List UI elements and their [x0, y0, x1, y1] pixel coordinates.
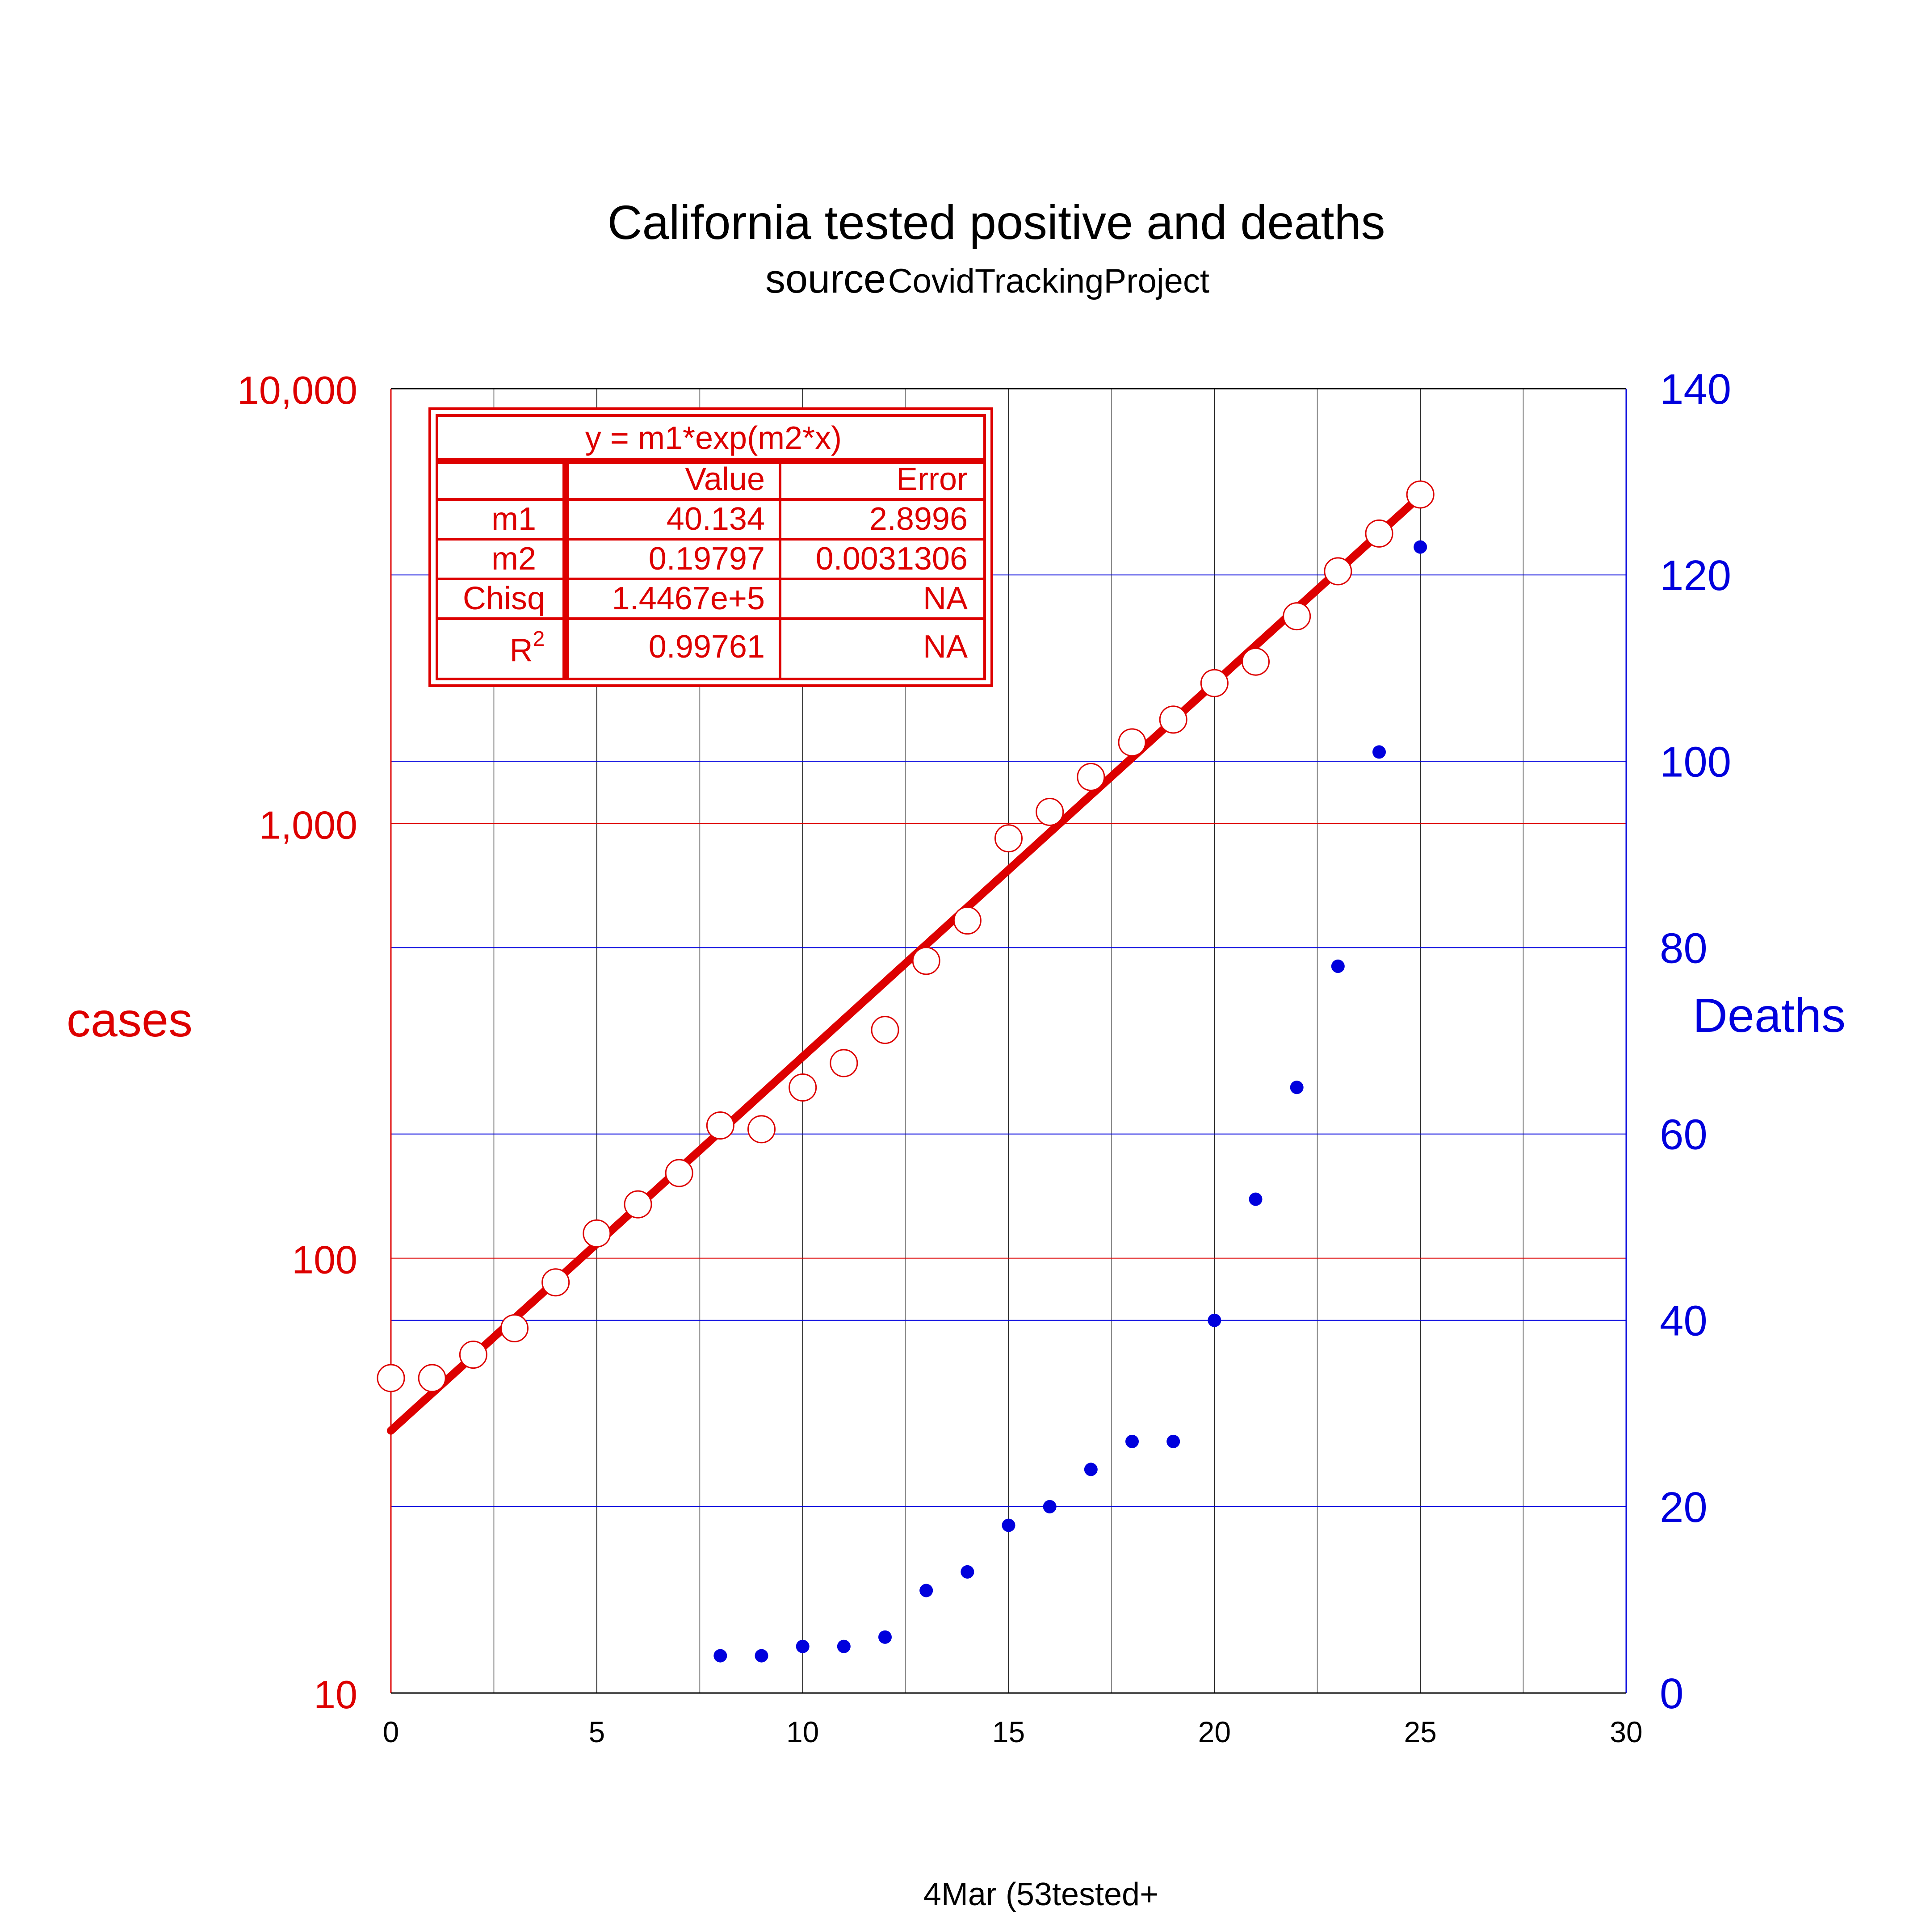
x-tick-label: 15: [992, 1715, 1025, 1748]
deaths-point: [796, 1639, 810, 1653]
cases-point: [1283, 602, 1311, 631]
cases-point: [789, 1073, 817, 1102]
cases-point: [459, 1341, 487, 1369]
x-tick-label: 25: [1404, 1715, 1436, 1748]
fit-row-m2-error: 0.0031306: [816, 541, 968, 577]
cases-series: [377, 480, 1435, 1392]
y-right-tick-label: 120: [1660, 552, 1731, 599]
y-right-tick-label: 140: [1660, 365, 1731, 413]
cases-point: [747, 1115, 776, 1144]
fit-row-m1-error: 2.8996: [869, 501, 968, 537]
x-tick-label: 20: [1198, 1715, 1231, 1748]
cases-point: [1118, 728, 1146, 757]
deaths-point: [1084, 1463, 1098, 1476]
y-left-tick-label: 1,000: [259, 803, 357, 847]
x-tick-label: 0: [383, 1715, 399, 1748]
y-right-tick-label: 20: [1660, 1484, 1708, 1531]
cases-point: [665, 1159, 693, 1187]
cases-point: [1406, 480, 1435, 509]
deaths-point: [1166, 1434, 1180, 1448]
y-left-axis-label: cases: [67, 993, 193, 1047]
fit-row-m1-value: 40.134: [667, 501, 765, 537]
fit-row-chisq-label: Chisq: [463, 581, 545, 616]
cases-point: [912, 947, 940, 975]
y-left-tick-label: 10,000: [237, 368, 357, 412]
tick-labels: 0 5 10 15 20 25 30 10 100 1,000 10,000 0 20 40 60 80 100…: [237, 365, 1731, 1748]
cases-point: [418, 1364, 446, 1392]
cases-point: [1242, 647, 1270, 676]
deaths-point: [1002, 1518, 1015, 1532]
chart-subtitle: source CovidTrackingProject: [765, 257, 1209, 302]
cases-point: [1036, 798, 1064, 826]
cases-point: [377, 1364, 405, 1392]
y-right-axis-label: Deaths: [1693, 988, 1846, 1042]
cases-point: [1365, 519, 1393, 548]
cases-point: [1324, 557, 1352, 586]
cases-point: [583, 1219, 611, 1248]
x-tick-label: 30: [1610, 1715, 1642, 1748]
cases-point: [1159, 705, 1187, 734]
deaths-point: [1331, 960, 1345, 973]
fit-results-table: y = m1*exp(m2*x) Value Error m1 40.134 2…: [428, 407, 993, 687]
deaths-point: [713, 1649, 727, 1663]
fit-row-m1-label: m1: [491, 501, 536, 537]
fit-row-r2-value: 0.99761: [649, 629, 765, 665]
fit-row-m2-value: 0.19797: [649, 541, 765, 577]
fit-row-r2-label: R2: [510, 627, 545, 668]
cases-point: [706, 1111, 734, 1140]
grid: [391, 389, 1626, 1693]
deaths-point: [1372, 745, 1386, 759]
deaths-point: [1125, 1434, 1139, 1448]
cases-point: [1200, 669, 1229, 697]
deaths-point: [1249, 1192, 1263, 1206]
y-right-tick-label: 60: [1660, 1111, 1708, 1159]
deaths-point: [1290, 1081, 1304, 1094]
fit-row-r2-error: NA: [923, 629, 968, 665]
cases-point: [500, 1314, 529, 1343]
y-left-tick-label: 10: [314, 1672, 357, 1717]
cases-point: [1077, 763, 1105, 791]
cases-point: [994, 824, 1023, 853]
y-right-tick-label: 100: [1660, 738, 1731, 786]
cases-point: [830, 1049, 858, 1077]
deaths-series: [713, 540, 1427, 1663]
cases-point: [624, 1190, 652, 1219]
deaths-point: [878, 1630, 892, 1644]
fit-row-chisq-error: NA: [923, 581, 968, 616]
fit-row-r2-sup: 2: [533, 627, 545, 651]
x-tick-label: 5: [588, 1715, 605, 1748]
deaths-point: [1043, 1500, 1057, 1513]
x-tick-label: 10: [786, 1715, 819, 1748]
fit-col-value: Value: [685, 461, 765, 497]
y-right-tick-label: 0: [1660, 1670, 1683, 1718]
deaths-point: [837, 1639, 851, 1653]
deaths-point: [919, 1584, 933, 1597]
fit-row-m2-label: m2: [491, 541, 536, 577]
deaths-point: [961, 1565, 974, 1579]
y-right-tick-label: 80: [1660, 924, 1708, 972]
fit-row-r2-base: R: [510, 633, 533, 668]
fit-row-chisq-value: 1.4467e+5: [612, 581, 765, 616]
cases-point: [541, 1268, 570, 1297]
subtitle-source-name: CovidTrackingProject: [888, 262, 1209, 300]
fit-col-error: Error: [896, 461, 968, 497]
x-axis-label: 4Mar (53tested+: [923, 1877, 1158, 1912]
deaths-point: [1208, 1313, 1221, 1327]
chart-title: California tested positive and deaths: [607, 195, 1385, 249]
deaths-point: [1414, 540, 1427, 554]
y-left-tick-label: 100: [292, 1238, 357, 1282]
fit-equation: y = m1*exp(m2*x): [585, 420, 842, 456]
subtitle-source-word: source: [765, 257, 886, 302]
y-right-tick-label: 40: [1660, 1297, 1708, 1345]
cases-point: [871, 1016, 899, 1044]
deaths-point: [755, 1649, 768, 1663]
cases-point: [953, 906, 982, 935]
axes: [390, 388, 1627, 1694]
